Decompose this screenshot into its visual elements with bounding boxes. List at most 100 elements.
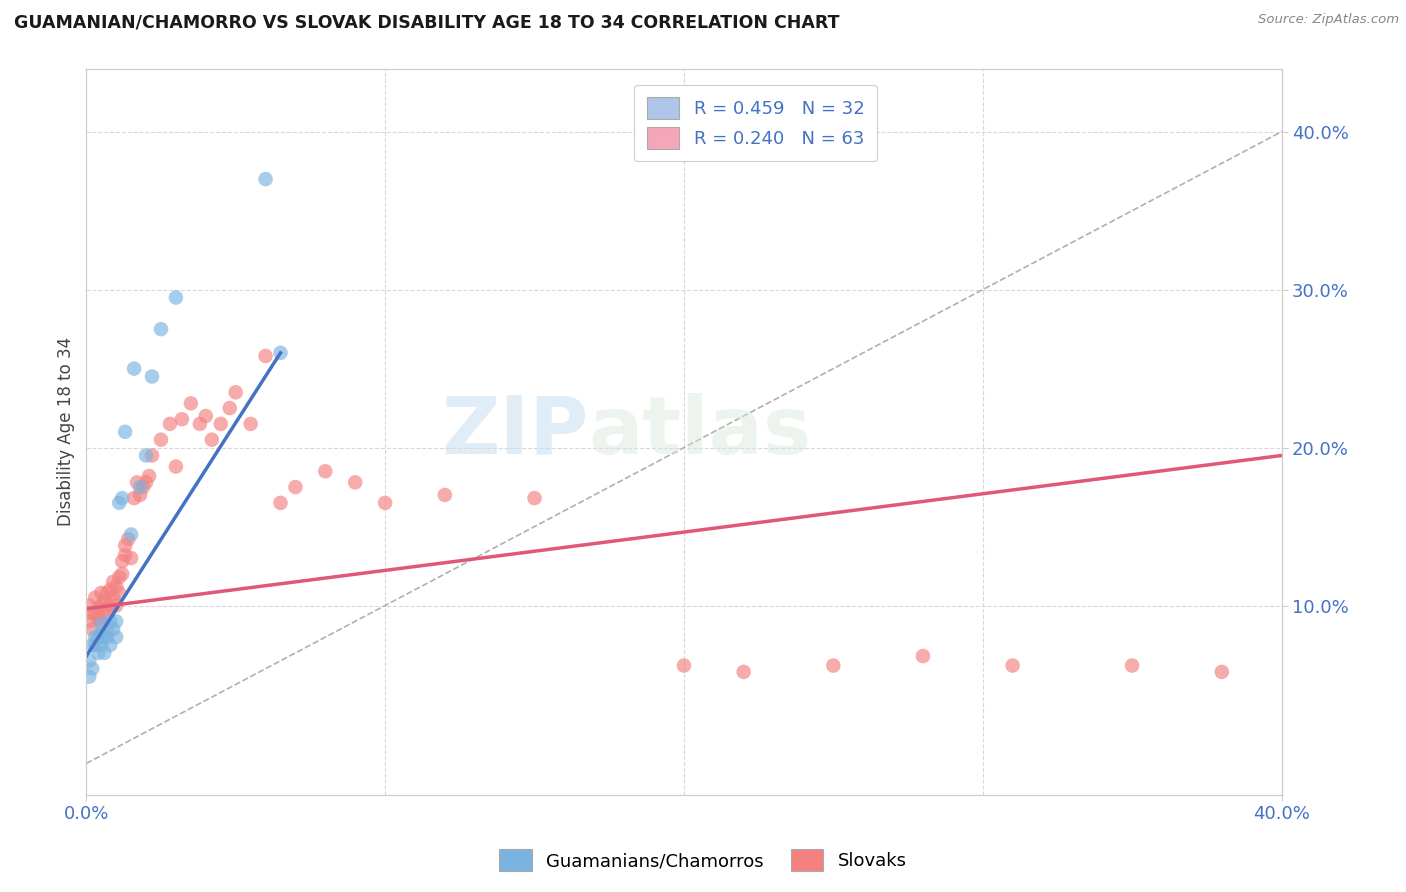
Point: [108, 570, 131, 584]
Point: [114, 539, 136, 553]
Point: [672, 658, 695, 673]
Point: [84, 591, 107, 605]
Point: [129, 480, 152, 494]
Point: [254, 172, 277, 186]
Point: [314, 464, 336, 478]
Point: [823, 658, 845, 673]
Point: [141, 369, 163, 384]
Point: [77, 615, 100, 629]
Point: [87, 646, 110, 660]
Point: [82, 638, 104, 652]
Point: [96, 630, 118, 644]
Point: [141, 449, 163, 463]
Point: [77, 670, 100, 684]
Point: [201, 433, 224, 447]
Point: [132, 480, 155, 494]
Point: [98, 638, 121, 652]
Point: [77, 654, 100, 668]
Point: [98, 615, 121, 629]
Point: [122, 491, 145, 505]
Point: [96, 601, 118, 615]
Point: [209, 417, 232, 431]
Point: [911, 649, 934, 664]
Point: [90, 586, 112, 600]
Point: [82, 662, 104, 676]
Point: [270, 496, 292, 510]
Point: [98, 582, 121, 597]
Point: [114, 425, 136, 439]
Point: [180, 396, 202, 410]
Point: [77, 599, 100, 613]
Point: [135, 449, 157, 463]
Point: [93, 607, 115, 621]
Point: [90, 617, 112, 632]
Point: [90, 638, 112, 652]
Point: [105, 580, 128, 594]
Point: [150, 322, 173, 336]
Point: [90, 599, 112, 613]
Point: [165, 291, 187, 305]
Point: [433, 488, 456, 502]
Text: atlas: atlas: [588, 392, 811, 471]
Point: [374, 496, 396, 510]
Point: [84, 607, 107, 621]
Point: [194, 409, 217, 423]
Point: [733, 665, 755, 679]
Point: [127, 475, 149, 490]
Point: [170, 412, 193, 426]
Point: [105, 630, 128, 644]
Point: [239, 417, 262, 431]
Point: [1121, 658, 1143, 673]
Point: [103, 574, 125, 589]
Point: [218, 401, 240, 416]
Point: [93, 630, 115, 644]
Point: [344, 475, 367, 490]
Point: [96, 586, 118, 600]
Point: [93, 594, 115, 608]
Point: [103, 591, 125, 605]
Point: [1001, 658, 1024, 673]
Text: GUAMANIAN/CHAMORRO VS SLOVAK DISABILITY AGE 18 TO 34 CORRELATION CHART: GUAMANIAN/CHAMORRO VS SLOVAK DISABILITY …: [14, 13, 839, 31]
Y-axis label: Disability Age 18 to 34: Disability Age 18 to 34: [58, 337, 75, 526]
Point: [129, 488, 152, 502]
Point: [98, 599, 121, 613]
Point: [117, 532, 139, 546]
Point: [270, 346, 292, 360]
Point: [122, 361, 145, 376]
Point: [103, 622, 125, 636]
Point: [82, 622, 104, 636]
Legend: Guamanians/Chamorros, Slovaks: Guamanians/Chamorros, Slovaks: [492, 842, 914, 879]
Point: [114, 548, 136, 562]
Point: [120, 527, 142, 541]
Point: [120, 551, 142, 566]
Point: [82, 607, 104, 621]
Text: Source: ZipAtlas.com: Source: ZipAtlas.com: [1258, 13, 1399, 27]
Point: [188, 417, 211, 431]
Point: [84, 638, 107, 652]
Point: [111, 554, 134, 568]
Point: [111, 566, 134, 581]
Point: [523, 491, 546, 505]
Point: [225, 385, 247, 400]
Point: [96, 622, 118, 636]
Point: [93, 646, 115, 660]
Point: [90, 627, 112, 641]
Point: [108, 586, 131, 600]
Point: [284, 480, 307, 494]
Point: [87, 601, 110, 615]
Point: [138, 469, 160, 483]
Point: [111, 491, 134, 505]
Point: [165, 459, 187, 474]
Point: [108, 496, 131, 510]
Point: [87, 611, 110, 625]
Point: [135, 475, 157, 490]
Point: [105, 599, 128, 613]
Point: [90, 615, 112, 629]
Point: [87, 630, 110, 644]
Point: [1211, 665, 1233, 679]
Text: ZIP: ZIP: [441, 392, 588, 471]
Point: [254, 349, 277, 363]
Point: [105, 615, 128, 629]
Point: [84, 630, 107, 644]
Legend: R = 0.459   N = 32, R = 0.240   N = 63: R = 0.459 N = 32, R = 0.240 N = 63: [634, 85, 877, 161]
